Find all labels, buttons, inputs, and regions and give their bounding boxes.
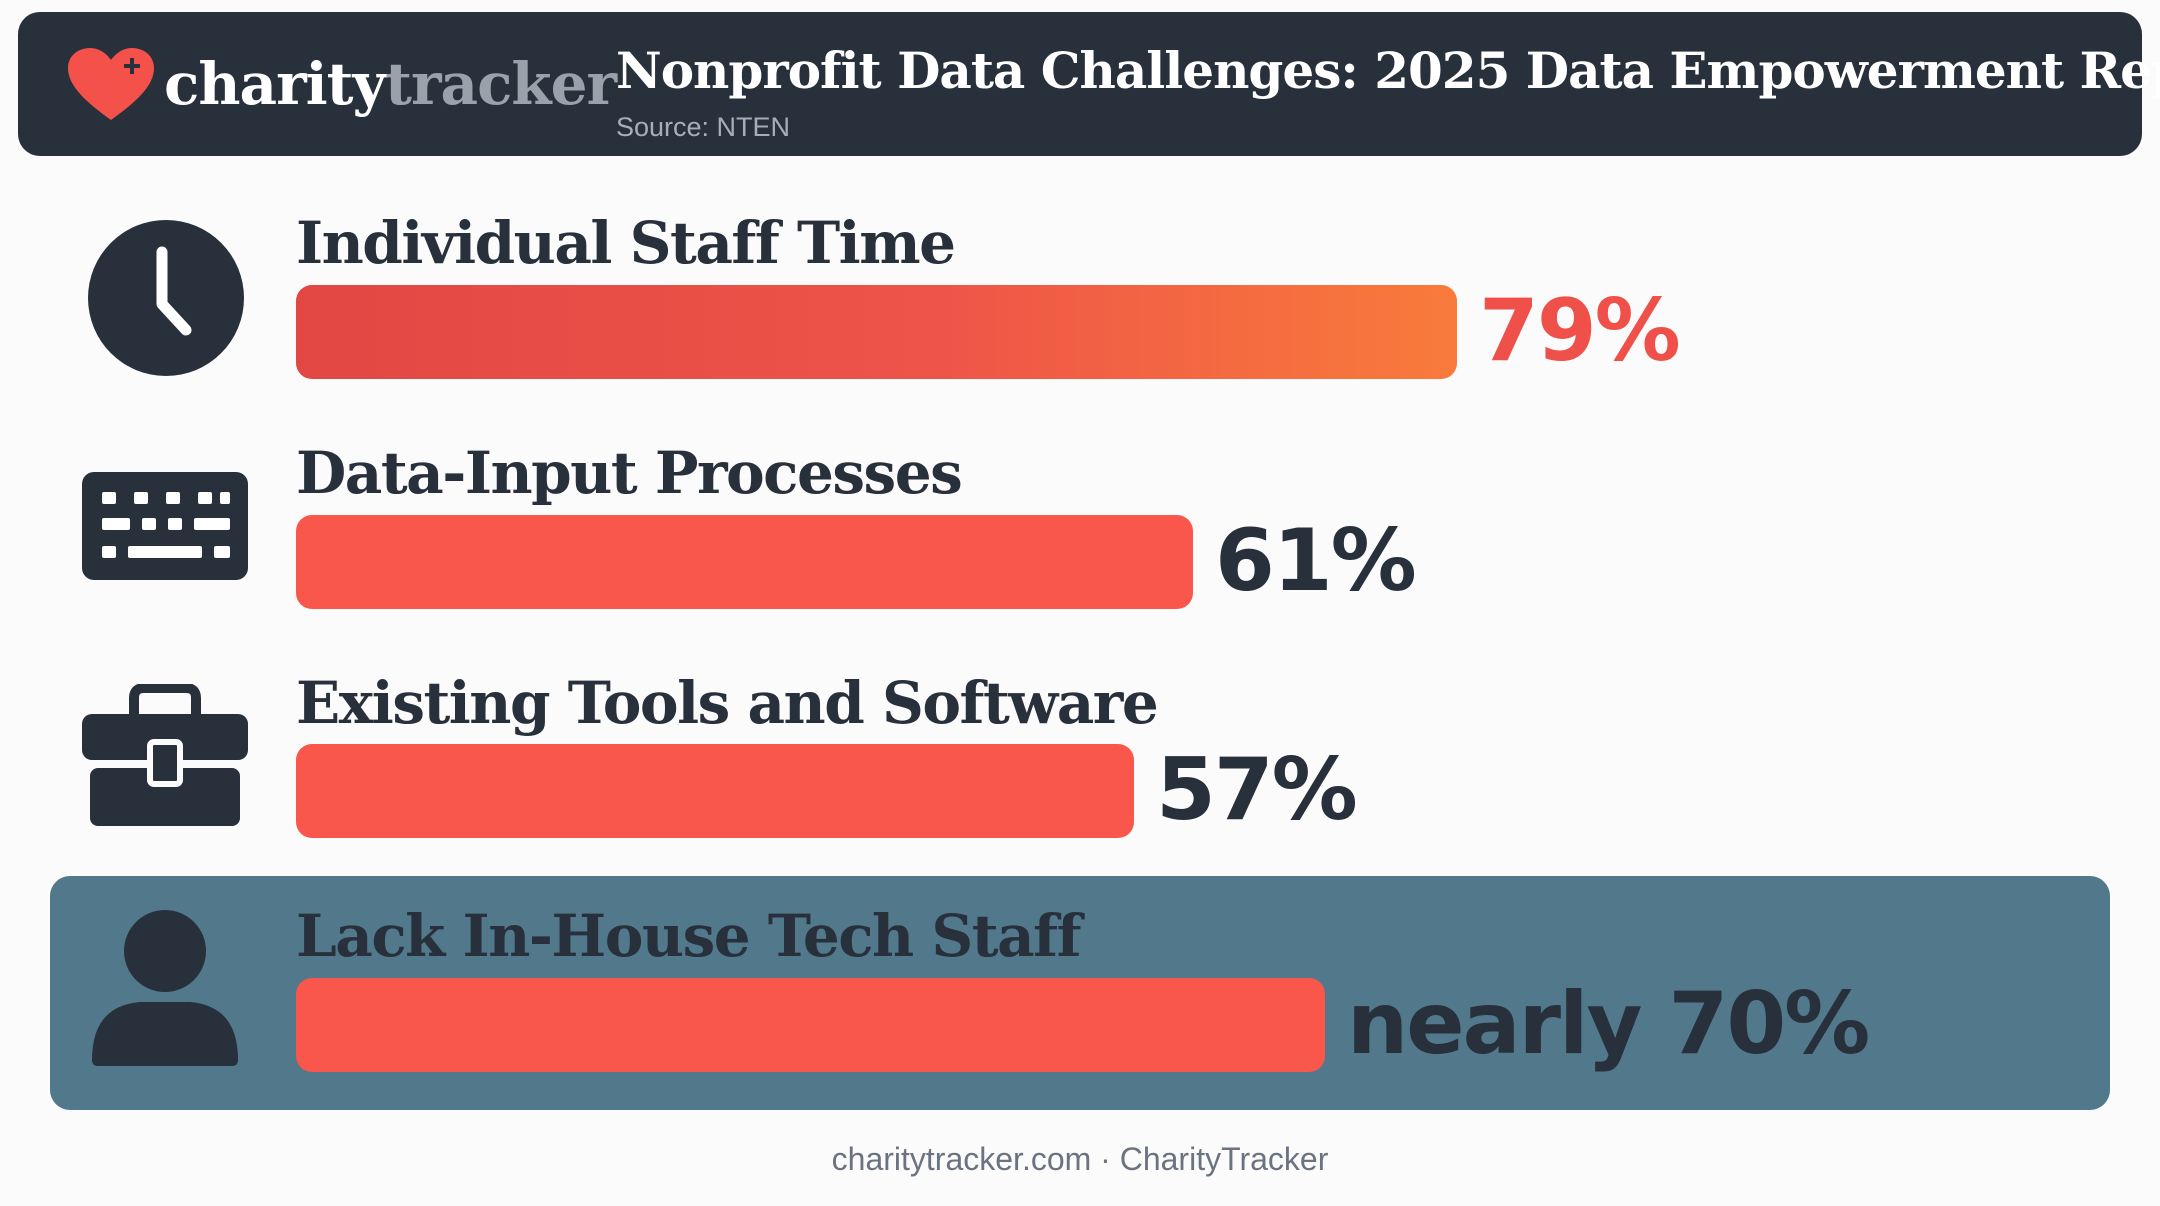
bar-value-existing-tools-and-software: 57% <box>1156 740 1358 840</box>
bar-value-individual-staff-time: 79% <box>1479 281 1681 381</box>
bar-track <box>296 744 1766 838</box>
keyboard-icon <box>82 472 248 580</box>
bar-label-existing-tools-and-software: Existing Tools and Software <box>296 669 1159 737</box>
bar-data-input-processes <box>296 515 1193 609</box>
bar-track <box>296 515 1766 609</box>
bar-track <box>296 285 1766 379</box>
bar-individual-staff-time <box>296 285 1457 379</box>
footer-credit: charitytracker.com · CharityTracker <box>831 1141 1329 1177</box>
bar-label-individual-staff-time: Individual Staff Time <box>296 209 956 277</box>
clock-icon <box>88 220 244 376</box>
logo-text-charity: charity <box>164 50 386 118</box>
bar-label-lack-in-house-tech-staff: Lack In-House Tech Staff <box>296 902 1082 970</box>
bar-lack-in-house-tech-staff <box>296 978 1325 1072</box>
person-icon <box>92 910 238 1066</box>
bar-track <box>296 978 1766 1072</box>
source-label: Source: NTEN <box>616 112 791 142</box>
logo-text: charitytracker <box>164 55 617 113</box>
heart-plus-icon <box>68 48 154 120</box>
bar-value-lack-in-house-tech-staff: nearly 70% <box>1347 974 1870 1074</box>
logo: charitytracker <box>66 42 617 126</box>
logo-text-tracker: tracker <box>385 50 617 118</box>
bar-label-data-input-processes: Data-Input Processes <box>296 439 963 507</box>
toolbox-icon <box>82 684 248 826</box>
bar-existing-tools-and-software <box>296 744 1134 838</box>
page-title: Nonprofit Data Challenges: 2025 Data Emp… <box>616 41 2160 100</box>
header-banner: charitytracker Nonprofit Data Challenges… <box>18 12 2160 156</box>
bar-value-data-input-processes: 61% <box>1215 511 1417 611</box>
